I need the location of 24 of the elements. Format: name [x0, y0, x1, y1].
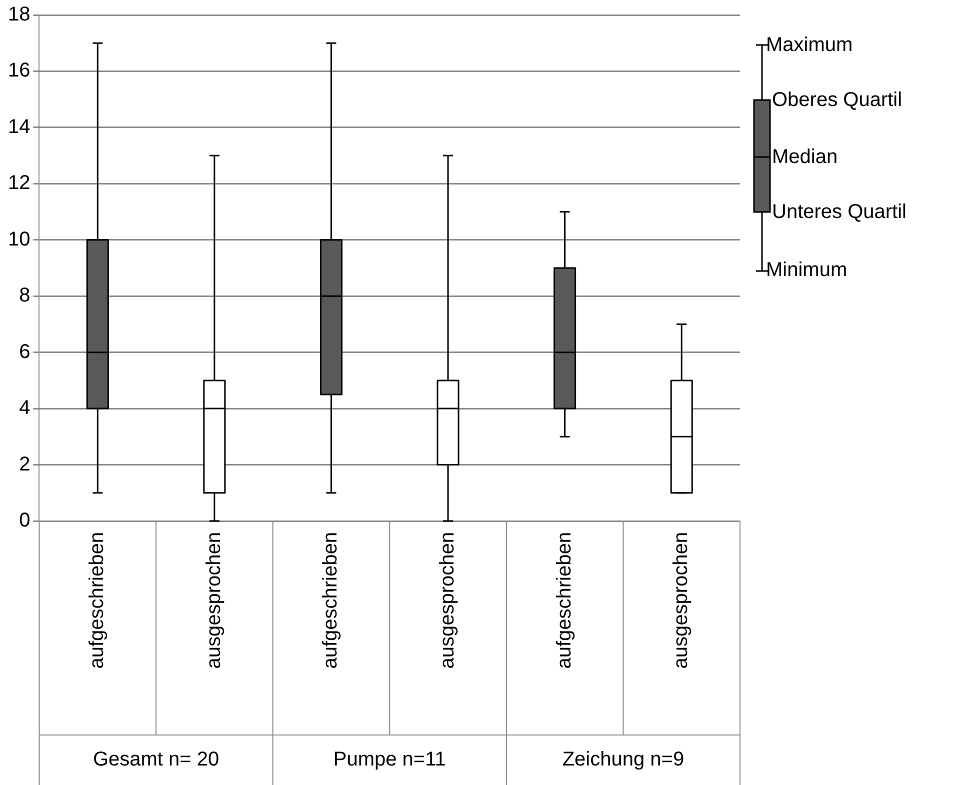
- text: Unteres Quartil: [772, 201, 906, 223]
- y-tick-label: 0: [19, 510, 30, 532]
- x-tick-label: aufgeschrieben: [553, 532, 576, 669]
- y-tick-label: 16: [8, 60, 30, 82]
- y-tick-label: 10: [8, 228, 30, 250]
- x-tick-label: ausgesprochen: [436, 532, 459, 669]
- x-tick-label: ausgesprochen: [202, 532, 225, 669]
- text: Zeichung n=9: [562, 748, 684, 771]
- y-tick-label: 18: [8, 4, 30, 26]
- y-tick-label: 4: [19, 397, 30, 420]
- y-tick-label: 6: [19, 340, 30, 363]
- x-tick-label: ausgesprochen: [670, 532, 692, 669]
- text: Maximum: [766, 34, 853, 56]
- text: Oberes Quartil: [772, 89, 902, 111]
- text: Minimum: [766, 259, 848, 281]
- y-tick-label: 12: [8, 172, 30, 194]
- y-tick-label: 8: [19, 284, 30, 307]
- text: Pumpe n=11: [333, 748, 446, 771]
- text: Median: [772, 146, 838, 168]
- text: Gesamt n= 20: [92, 748, 220, 771]
- x-tick-label: aufgeschrieben: [86, 532, 108, 669]
- x-tick-label: aufgeschrieben: [320, 532, 342, 669]
- y-tick-label: 2: [19, 453, 30, 476]
- y-tick-label: 14: [8, 116, 30, 138]
